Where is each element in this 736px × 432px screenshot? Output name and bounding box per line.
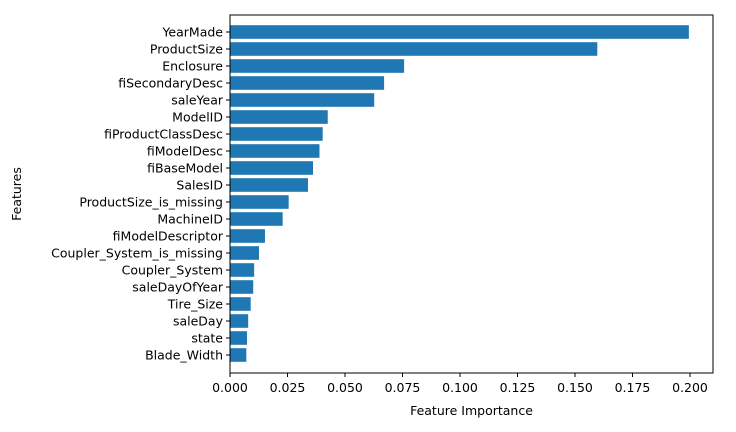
y-tick-label: Blade_Width xyxy=(145,348,223,363)
y-tick-label: Coupler_System xyxy=(122,263,223,278)
y-tick-label: fiBaseModel xyxy=(147,161,223,176)
x-tick-label: 0.050 xyxy=(327,380,363,395)
y-tick-label: fiModelDesc xyxy=(147,144,223,159)
y-tick-label: YearMade xyxy=(161,25,223,40)
y-tick-label: saleDayOfYear xyxy=(132,280,224,295)
x-tick-label: 0.100 xyxy=(442,380,478,395)
bar-ProductSize_is_missing xyxy=(230,195,289,209)
y-tick-label: saleDay xyxy=(173,314,224,329)
bar-YearMade xyxy=(230,25,689,39)
x-tick-label: 0.000 xyxy=(212,380,248,395)
x-tick-label: 0.150 xyxy=(557,380,593,395)
y-tick-label: fiProductClassDesc xyxy=(104,127,223,142)
y-tick-label: saleYear xyxy=(171,93,224,108)
x-tick-label: 0.200 xyxy=(672,380,708,395)
bar-Coupler_System_is_missing xyxy=(230,246,259,260)
bar-SalesID xyxy=(230,178,308,192)
bar-ProductSize xyxy=(230,42,598,56)
y-tick-label: ModelID xyxy=(172,110,223,125)
y-tick-group: YearMade ProductSize Enclosure fiSecondaryD… xyxy=(51,25,230,363)
bar-MachineID xyxy=(230,212,283,226)
bar-Blade_Width xyxy=(230,348,247,362)
x-tick-group: 0.000 0.025 0.050 0.075 0.100 0.125 0.150 0.175… xyxy=(212,373,708,395)
x-tick-label: 0.125 xyxy=(500,380,536,395)
bar-fiModelDesc xyxy=(230,144,320,158)
y-tick-label: state xyxy=(191,331,223,346)
bar-saleYear xyxy=(230,93,375,107)
y-tick-label: SalesID xyxy=(176,178,223,193)
bar-Coupler_System xyxy=(230,263,255,277)
y-tick-label: MachineID xyxy=(157,212,223,227)
y-tick-label: Enclosure xyxy=(162,59,223,74)
x-tick-label: 0.175 xyxy=(615,380,651,395)
plot-frame xyxy=(229,14,714,374)
bar-Tire_Size xyxy=(230,297,251,311)
bar-fiProductClassDesc xyxy=(230,127,323,141)
bar-saleDay xyxy=(230,314,249,328)
x-tick-label: 0.025 xyxy=(270,380,306,395)
bar-saleDayOfYear xyxy=(230,280,254,294)
bar-state xyxy=(230,331,248,345)
y-tick-label: fiModelDescriptor xyxy=(113,229,224,244)
bar-fiBaseModel xyxy=(230,161,314,175)
bar-ModelID xyxy=(230,110,328,124)
bar-fiSecondaryDesc xyxy=(230,76,385,90)
bars-group xyxy=(230,25,689,362)
bar-fiModelDescriptor xyxy=(230,229,265,243)
y-tick-label: Tire_Size xyxy=(167,297,223,312)
y-tick-label: ProductSize_is_missing xyxy=(79,195,223,210)
y-tick-label: fiSecondaryDesc xyxy=(118,76,223,91)
bar-Enclosure xyxy=(230,59,405,73)
y-tick-label: ProductSize xyxy=(150,42,223,57)
y-axis-label: Features xyxy=(9,167,24,221)
x-tick-label: 0.075 xyxy=(385,380,421,395)
y-tick-label: Coupler_System_is_missing xyxy=(51,246,223,261)
x-axis-label: Feature Importance xyxy=(410,403,533,418)
